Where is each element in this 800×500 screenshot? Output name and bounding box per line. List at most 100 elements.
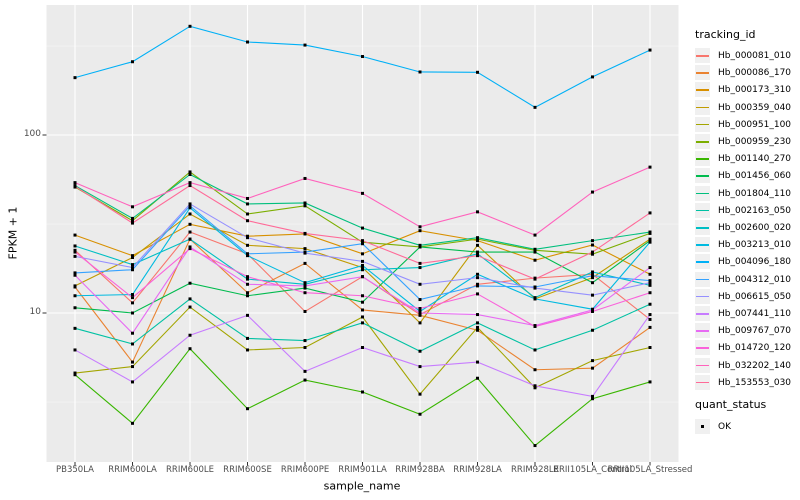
data-point — [476, 313, 479, 317]
legend-item-label: Hb_032202_140 — [718, 360, 792, 371]
data-point — [361, 315, 364, 319]
data-point — [418, 282, 422, 286]
line-swatch-icon — [696, 141, 709, 143]
data-point — [188, 202, 192, 206]
data-point — [131, 263, 134, 267]
legend-item-label: Hb_000081_010 — [718, 51, 792, 61]
data-point — [131, 380, 134, 384]
data-point — [303, 378, 307, 382]
line-swatch-icon — [696, 364, 709, 367]
legend-color-key — [695, 271, 710, 287]
data-point — [73, 76, 77, 80]
data-point — [418, 245, 422, 249]
data-point — [648, 283, 652, 287]
data-point — [188, 281, 192, 285]
data-point — [361, 226, 364, 230]
data-point — [131, 421, 134, 425]
line-swatch-icon — [696, 123, 709, 126]
legend-color-key — [695, 168, 710, 184]
data-point — [476, 376, 479, 380]
data-point — [188, 305, 192, 309]
line-swatch-icon — [696, 72, 709, 74]
data-point — [131, 256, 134, 260]
data-point — [131, 221, 134, 225]
data-point — [476, 254, 479, 258]
data-point — [131, 342, 134, 346]
legend-item-label: Hb_002600_020 — [718, 223, 792, 233]
data-point — [246, 243, 249, 247]
legend-color-key — [695, 202, 710, 218]
data-point — [476, 252, 479, 256]
data-point — [591, 309, 594, 313]
data-point — [591, 243, 594, 247]
data-point — [476, 210, 479, 214]
data-point — [246, 275, 249, 279]
line-swatch-icon — [696, 89, 709, 91]
data-point — [188, 172, 192, 176]
data-point — [73, 184, 77, 188]
legend-color-key — [695, 237, 710, 253]
data-point — [246, 212, 249, 216]
legend-color-key — [695, 323, 710, 339]
y-axis-title: FPKM + 1 — [6, 206, 20, 260]
data-point — [303, 176, 307, 180]
data-point — [131, 301, 134, 305]
data-point — [476, 236, 479, 240]
data-point — [303, 339, 307, 343]
data-point — [648, 237, 652, 241]
data-point — [361, 275, 364, 279]
x-tick-label: RRIM901LA — [338, 465, 387, 475]
data-point — [648, 239, 652, 243]
legend-item-label: Hb_000173_310 — [718, 85, 792, 96]
line-swatch-icon — [696, 158, 709, 160]
data-point — [303, 309, 307, 313]
legend-color-key — [695, 134, 710, 149]
x-tick-label: RRIM600LA — [108, 465, 157, 475]
data-point — [73, 284, 77, 288]
data-point — [188, 204, 192, 208]
data-point — [648, 317, 652, 321]
line-swatch-icon — [696, 381, 709, 384]
data-point — [303, 251, 307, 255]
data-point — [648, 302, 652, 306]
data-point — [131, 296, 134, 300]
data-point — [246, 219, 249, 223]
data-point — [131, 216, 134, 220]
legend-title-quant-status: quant_status — [695, 398, 767, 411]
data-point — [131, 293, 134, 297]
data-point — [361, 390, 364, 394]
quant-ok-key — [695, 419, 710, 434]
data-point — [418, 365, 422, 369]
line-swatch-icon — [696, 192, 709, 195]
data-point — [73, 181, 77, 185]
legend-item-label: OK — [718, 422, 731, 432]
legend-color-key — [695, 288, 710, 304]
data-point — [648, 272, 652, 276]
legend-item-label: Hb_001140_270 — [718, 154, 792, 165]
legend-item-label: Hb_007441_110 — [718, 309, 792, 319]
data-point — [418, 311, 422, 315]
data-point — [533, 258, 537, 262]
x-tick-label: RRIM928BA — [395, 465, 445, 475]
x-tick-label: RRIM928LE — [511, 465, 559, 475]
data-point — [476, 272, 479, 276]
data-point — [246, 348, 249, 352]
data-point — [246, 313, 249, 317]
data-point — [533, 348, 537, 352]
data-point — [73, 306, 77, 310]
data-point — [361, 242, 364, 246]
x-tick-label: RRIM600SE — [223, 465, 272, 475]
line-swatch-icon — [696, 244, 709, 246]
data-point — [648, 313, 652, 317]
data-point — [418, 70, 422, 74]
data-point — [131, 268, 134, 272]
data-point — [188, 181, 192, 185]
data-point — [591, 252, 594, 256]
legend-item-label: Hb_153553_030 — [718, 377, 792, 388]
data-point — [303, 43, 307, 47]
data-point — [303, 261, 307, 265]
data-point — [591, 359, 594, 363]
data-point — [476, 328, 479, 332]
data-point — [476, 239, 479, 243]
